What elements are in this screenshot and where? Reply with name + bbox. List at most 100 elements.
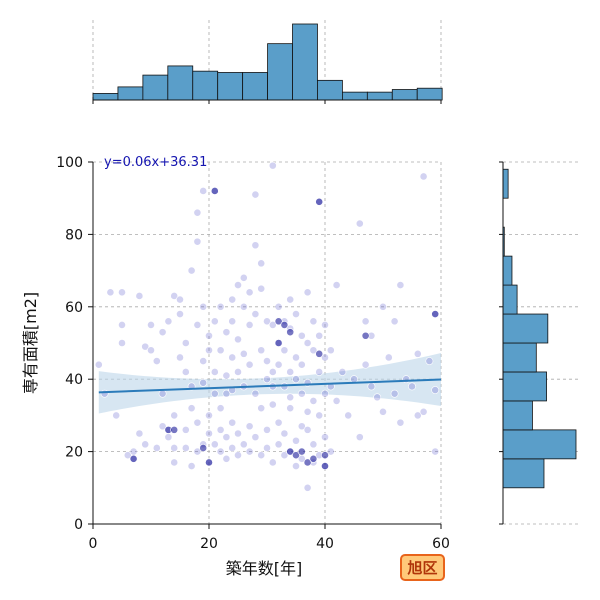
confidence-band: [98, 353, 442, 414]
data-point: [268, 320, 277, 329]
data-point: [251, 389, 260, 398]
marginal-x-bar: [391, 89, 418, 101]
data-point: [164, 317, 173, 326]
data-point: [257, 451, 266, 460]
data-point-dense: [361, 331, 370, 340]
marginal-y-bar: [502, 313, 549, 344]
marginal-x-bar: [366, 91, 393, 101]
data-point: [408, 382, 416, 391]
data-point: [326, 346, 335, 355]
marginal-y-bar: [502, 458, 545, 489]
data-point-dense: [205, 458, 213, 467]
data-point-dense: [129, 454, 138, 463]
data-point: [193, 320, 202, 329]
data-point: [158, 389, 167, 398]
data-point: [228, 353, 237, 362]
data-point: [396, 281, 405, 289]
data-point: [268, 400, 277, 409]
data-point: [187, 266, 196, 275]
data-point: [257, 259, 266, 268]
data-point: [292, 353, 300, 362]
data-point: [199, 302, 208, 311]
data-point: [205, 411, 213, 420]
data-point: [355, 219, 364, 228]
data-point: [147, 346, 155, 355]
y-tick-label: 20: [65, 445, 83, 461]
y-axis-label: 専有面積[m2]: [21, 292, 40, 394]
data-point: [274, 302, 283, 311]
data-point: [176, 295, 184, 304]
data-point: [315, 368, 324, 376]
data-point: [309, 397, 318, 405]
data-point: [274, 360, 283, 369]
marginal-x-bar: [92, 93, 119, 101]
data-point: [205, 429, 213, 438]
data-point: [210, 440, 219, 449]
data-point: [303, 483, 312, 492]
data-point: [112, 411, 121, 420]
marginal-x-bar: [117, 86, 144, 101]
data-point: [199, 378, 208, 387]
data-point: [292, 462, 300, 470]
data-point: [303, 288, 312, 297]
x-tick-label: 60: [432, 536, 450, 552]
data-point-dense: [297, 447, 306, 456]
data-point: [135, 429, 144, 438]
data-point: [425, 357, 434, 365]
data-point: [251, 241, 260, 250]
data-point-dense: [321, 451, 329, 460]
data-point: [152, 444, 161, 452]
data-point: [141, 342, 150, 351]
data-point-dense: [315, 197, 324, 206]
data-point: [263, 425, 271, 434]
y-tick-label: 40: [65, 372, 83, 388]
data-point: [239, 349, 248, 358]
data-point-dense: [292, 451, 300, 460]
marginal-x-bar: [416, 87, 443, 101]
data-point: [222, 328, 231, 337]
marginal-x-bar: [341, 91, 368, 101]
data-point: [234, 335, 242, 344]
data-point: [367, 382, 376, 391]
data-point-dense: [274, 339, 283, 347]
data-point: [361, 317, 370, 326]
data-point: [419, 172, 428, 181]
data-point: [431, 447, 440, 456]
data-point: [321, 353, 329, 362]
data-point: [251, 310, 260, 318]
data-point: [326, 447, 335, 456]
data-point: [181, 425, 190, 434]
marginal-x-bar: [292, 23, 318, 101]
data-point: [199, 187, 208, 195]
data-point: [280, 346, 289, 355]
data-point-dense: [286, 328, 295, 337]
data-point: [390, 389, 399, 398]
data-point-dense: [286, 447, 295, 456]
marginal-y-bar: [502, 255, 513, 286]
data-point: [297, 389, 306, 398]
data-point: [205, 346, 213, 355]
data-point: [176, 310, 184, 318]
marginal-x-histogram: [92, 23, 443, 104]
data-point: [321, 433, 329, 442]
data-point-dense: [321, 462, 329, 470]
data-point: [332, 397, 341, 405]
data-point: [245, 422, 254, 431]
data-point: [274, 418, 283, 427]
data-point: [297, 422, 306, 431]
data-point: [141, 440, 150, 449]
marginal-y-bar: [502, 400, 533, 431]
data-point-dense: [309, 454, 318, 463]
marginal-x-bar: [192, 70, 219, 101]
data-point: [344, 411, 353, 420]
data-point: [216, 404, 225, 413]
data-point: [257, 404, 266, 413]
data-point: [118, 288, 126, 297]
data-point: [280, 429, 289, 438]
x-tick-label: 0: [89, 536, 98, 552]
data-point: [193, 447, 202, 456]
data-point: [263, 375, 271, 384]
data-point-dense: [431, 310, 440, 318]
data-point: [309, 440, 318, 449]
